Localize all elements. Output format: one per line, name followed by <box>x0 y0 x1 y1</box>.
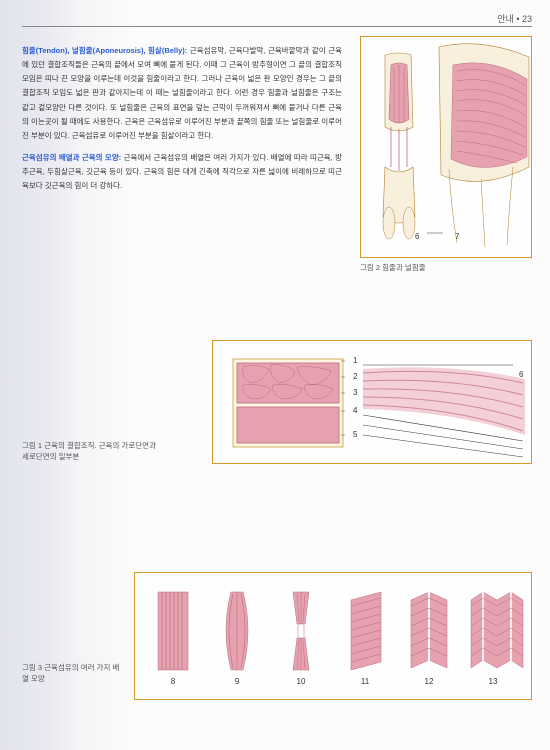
figure-1-box: 1 2 3 4 5 6 <box>212 340 532 464</box>
svg-text:6: 6 <box>519 370 524 379</box>
figure-2-caption: 그림 2 힘줄과 널힘줄 <box>360 262 532 273</box>
svg-text:1: 1 <box>353 356 358 365</box>
section-label: 안내 <box>497 14 514 24</box>
figure-2: 6 7 그림 2 힘줄과 널힘줄 <box>360 36 532 273</box>
pattern-9-label: 9 <box>213 677 261 686</box>
figure-1-svg: 1 2 3 4 5 6 <box>213 341 533 465</box>
fig2-label-7: 7 <box>455 232 460 241</box>
pattern-10-label: 10 <box>277 677 325 686</box>
pattern-8: 8 <box>149 590 197 672</box>
paragraph-1: 힘줄(Tendon), 널힘줄(Aponeurosis), 힘살(Belly):… <box>22 44 342 144</box>
fig2-label-6: 6 <box>415 232 420 241</box>
svg-text:4: 4 <box>353 406 358 415</box>
pattern-13: 13 <box>469 590 517 672</box>
figure-1: 1 2 3 4 5 6 <box>212 340 532 464</box>
figure-3-caption: 그림 3 근육섬유의 여러 가지 배열 모양 <box>22 662 122 685</box>
page-number: 23 <box>522 14 532 24</box>
header-rule <box>22 26 532 27</box>
pattern-12: 12 <box>405 590 453 672</box>
para1-lead: 힘줄(Tendon), 널힘줄(Aponeurosis), 힘살(Belly): <box>22 46 187 55</box>
figure-1-caption: 그림 1 근육의 결합조직. 근육의 가로단면과 세로단면의 일부분 <box>22 440 162 463</box>
svg-text:2: 2 <box>353 372 358 381</box>
pattern-11: 11 <box>341 590 389 672</box>
pattern-10: 10 <box>277 590 325 672</box>
figure-2-svg: 6 7 <box>361 37 533 259</box>
figure-3: 8 9 10 <box>134 572 532 700</box>
para1-body: 근육섬유막, 근육다발막, 근육바깥막과 같이 근육에 있던 결합조직들은 근육… <box>22 46 342 141</box>
paragraph-2: 근육섬유의 배열과 근육의 모양: 근육에서 근육섬유의 배열은 여러 가지가 … <box>22 151 342 194</box>
page-header: 안내 • 23 <box>497 12 532 25</box>
pattern-12-label: 12 <box>405 677 453 686</box>
figure-3-box: 8 9 10 <box>134 572 532 700</box>
pattern-8-label: 8 <box>149 677 197 686</box>
pattern-11-label: 11 <box>341 677 389 686</box>
svg-text:5: 5 <box>353 430 358 439</box>
para2-lead: 근육섬유의 배열과 근육의 모양: <box>22 153 121 162</box>
pattern-9: 9 <box>213 590 261 672</box>
pattern-13-label: 13 <box>469 677 517 686</box>
body-text: 힘줄(Tendon), 널힘줄(Aponeurosis), 힘살(Belly):… <box>22 36 342 201</box>
svg-text:3: 3 <box>353 388 358 397</box>
figure-2-box: 6 7 <box>360 36 532 258</box>
